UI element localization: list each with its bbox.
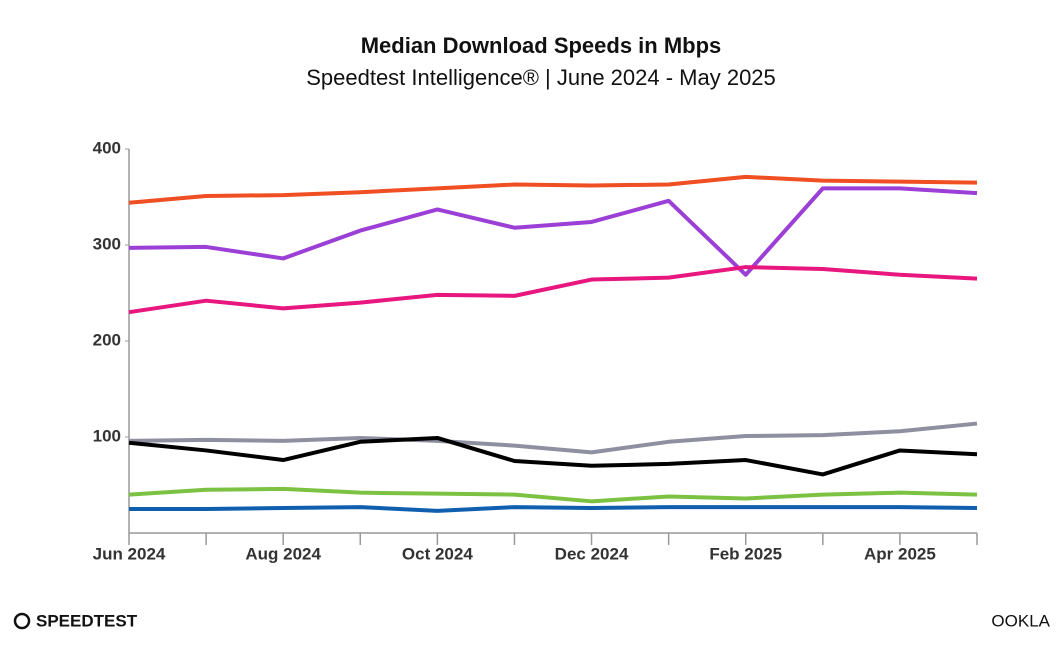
x-tick-label: Jun 2024 bbox=[93, 544, 166, 563]
chart-subtitle: Speedtest Intelligence® | June 2024 - Ma… bbox=[306, 65, 776, 90]
x-tick-label: Feb 2025 bbox=[709, 544, 782, 563]
y-tick-label: 100 bbox=[93, 426, 121, 445]
series-line bbox=[128, 265, 978, 315]
y-tick-label: 300 bbox=[93, 234, 121, 253]
y-tick-label: 400 bbox=[93, 138, 121, 157]
logo-icon bbox=[13, 612, 31, 630]
y-tick-label: 200 bbox=[93, 330, 121, 349]
x-tick-label: Oct 2024 bbox=[402, 544, 473, 563]
chart-title: Median Download Speeds in Mbps bbox=[361, 33, 722, 58]
footer-right: OOKLA bbox=[991, 611, 1050, 630]
series-line bbox=[129, 505, 978, 513]
series-line bbox=[128, 174, 978, 205]
footer-left: SPEEDTEST bbox=[36, 611, 138, 630]
x-tick-label: Dec 2024 bbox=[555, 544, 629, 563]
x-tick-label: Apr 2025 bbox=[864, 544, 936, 563]
series-line bbox=[128, 421, 978, 455]
series-line bbox=[128, 486, 978, 504]
series-line bbox=[128, 435, 978, 477]
x-tick-label: Aug 2024 bbox=[245, 544, 321, 563]
series-line bbox=[128, 186, 978, 277]
